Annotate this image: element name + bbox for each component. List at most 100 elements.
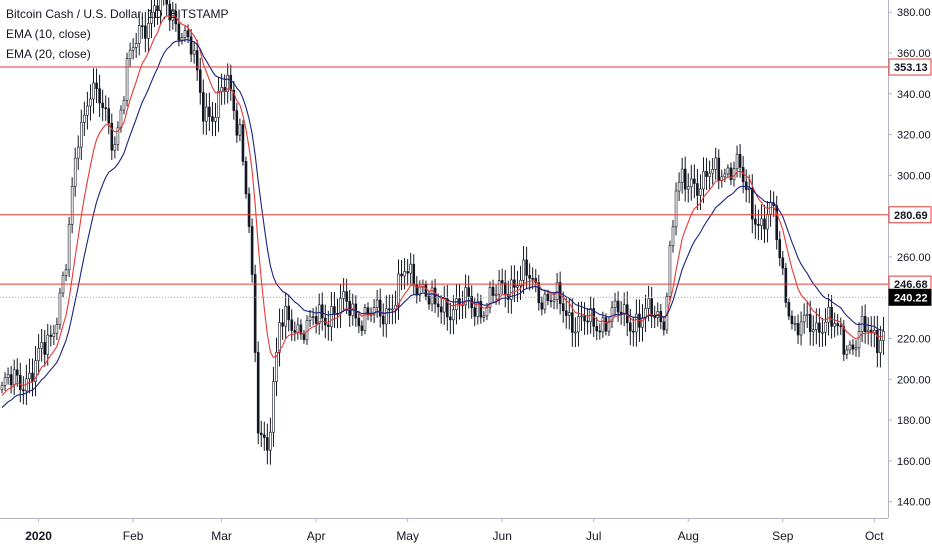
y-tick-label: 340.00 <box>897 89 931 101</box>
candle-body <box>150 12 153 24</box>
candle-body <box>70 186 74 225</box>
candle-body <box>250 226 254 275</box>
candle <box>156 0 159 25</box>
candle <box>262 421 266 451</box>
candle-body <box>750 188 754 220</box>
candle <box>52 324 56 346</box>
candle <box>726 164 730 178</box>
candle <box>80 109 83 160</box>
candle <box>613 292 617 316</box>
candle <box>76 135 80 170</box>
candle-body <box>320 304 324 319</box>
candle <box>671 219 675 253</box>
candle-body <box>574 331 577 334</box>
candle <box>857 322 861 358</box>
candle-body <box>220 87 223 92</box>
candle-body <box>40 342 43 349</box>
candle-body <box>705 171 708 177</box>
candle-body <box>311 316 315 318</box>
candle-body <box>836 323 840 327</box>
candle-body <box>708 172 711 177</box>
candle <box>616 291 620 322</box>
candle <box>683 156 687 202</box>
candle-body <box>787 302 791 317</box>
symbol-title[interactable]: Bitcoin Cash / U.S. Dollar, 1D, BITSTAMP <box>6 7 229 21</box>
candle <box>43 329 47 367</box>
candle <box>406 259 409 286</box>
candle <box>677 172 681 201</box>
candle-body <box>433 287 437 305</box>
candle <box>723 168 727 183</box>
candle-body <box>729 167 733 180</box>
candle-body <box>195 50 199 71</box>
candle-body <box>522 259 525 281</box>
candle-body <box>763 218 766 230</box>
candle-body <box>293 330 297 333</box>
candle-body <box>580 315 583 318</box>
candle-body <box>342 291 345 299</box>
candle-body <box>857 331 861 349</box>
candle-body <box>253 274 257 353</box>
candle <box>479 294 483 324</box>
candle-body <box>851 344 855 350</box>
candle <box>113 136 117 159</box>
candle <box>37 334 40 375</box>
candle-body <box>741 167 745 183</box>
candle <box>55 317 59 341</box>
candle <box>211 101 214 137</box>
candle-body <box>22 389 25 392</box>
y-tick-label: 380.00 <box>897 7 931 19</box>
candle-body <box>95 82 98 89</box>
candle <box>400 259 403 291</box>
candle-body <box>339 298 342 314</box>
candle-body <box>214 117 217 122</box>
candle-body <box>510 279 513 300</box>
candle <box>787 298 791 321</box>
candle <box>86 91 89 130</box>
y-tick-label: 160.00 <box>897 456 931 468</box>
candle-body <box>128 49 132 60</box>
candle-body <box>693 178 696 184</box>
candle <box>699 174 702 210</box>
candle-body <box>824 321 827 333</box>
candle <box>430 280 434 312</box>
candle <box>821 317 824 347</box>
candle <box>235 102 239 143</box>
candle-body <box>92 82 95 100</box>
candle-body <box>327 324 330 327</box>
ema10-legend[interactable]: EMA (10, close) <box>6 27 91 41</box>
candle-body <box>391 308 394 311</box>
x-tick-label: 2020 <box>25 529 52 543</box>
candle-body <box>269 431 272 451</box>
candle <box>110 113 114 160</box>
candle <box>144 12 147 53</box>
candle-body <box>226 74 229 92</box>
candle <box>851 338 855 356</box>
candle-body <box>241 124 245 162</box>
candle <box>348 289 352 327</box>
candle <box>433 278 437 313</box>
candle-body <box>546 293 550 301</box>
candle <box>208 92 211 131</box>
candle-body <box>64 269 68 276</box>
ema20-legend[interactable]: EMA (20, close) <box>6 47 91 61</box>
candle <box>598 323 602 340</box>
candle-body <box>473 307 477 317</box>
candle-body <box>177 23 181 41</box>
x-tick-label: May <box>396 529 419 543</box>
candle <box>153 0 156 28</box>
candle-body <box>821 331 824 334</box>
candle-body <box>107 108 111 124</box>
candle <box>610 301 614 329</box>
candle-body <box>317 304 321 324</box>
candle-body <box>866 329 870 332</box>
candle <box>226 63 229 104</box>
candle-body <box>198 69 202 93</box>
candle-body <box>848 344 852 351</box>
candle-body <box>89 98 92 107</box>
candle-body <box>839 325 843 328</box>
candle <box>381 303 385 337</box>
candle <box>818 308 821 348</box>
